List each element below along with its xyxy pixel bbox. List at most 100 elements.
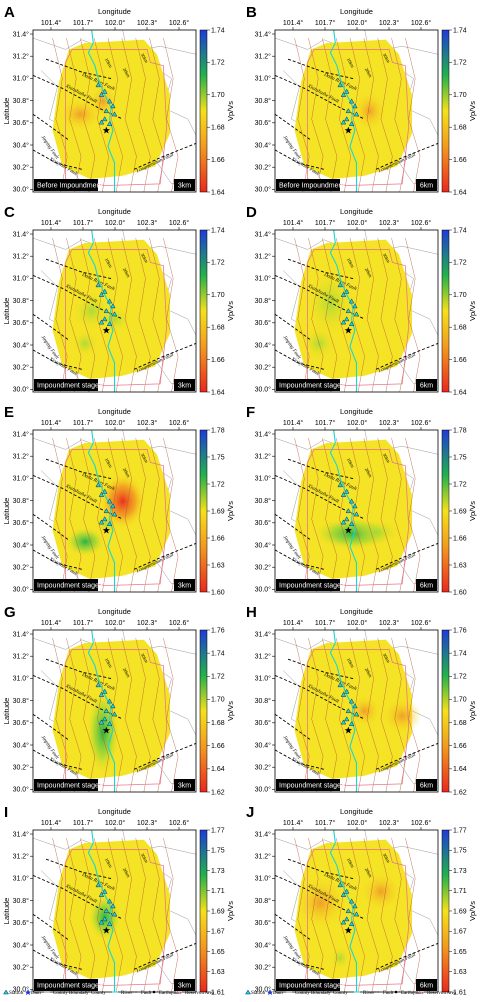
colorbar-tick-label: 1.72 — [211, 60, 225, 67]
stage-label: Impoundment stage2 — [279, 583, 345, 590]
earthquake-star — [102, 326, 110, 334]
station-triangle — [110, 503, 116, 509]
depth-contour — [335, 238, 352, 392]
river — [87, 430, 116, 592]
station-triangle — [340, 491, 347, 497]
station-triangle — [106, 121, 113, 127]
y-tick-label: 30.6° — [13, 719, 30, 727]
contour-label: 30km — [382, 452, 392, 464]
earthquake-star — [102, 926, 110, 934]
colorbar-tick-label: 1.64 — [453, 766, 467, 773]
colorbar-tick-label: 1.66 — [211, 535, 225, 542]
river — [87, 30, 116, 192]
reservoir-area — [307, 249, 410, 386]
depth-contour — [163, 838, 179, 992]
legend-item-label: County — [91, 991, 106, 996]
colorbar-tick-label: 1.63 — [453, 562, 467, 569]
contour-label: 20km — [364, 667, 374, 679]
station-triangle — [106, 721, 113, 727]
x-axis-title: Longitude — [340, 207, 373, 216]
station-triangle — [340, 319, 347, 325]
depth-contour — [294, 838, 310, 992]
contour-label: 20km — [364, 467, 374, 479]
x-tick-label: 102.6° — [169, 19, 190, 27]
colorbar-tick-label: 1.72 — [453, 60, 467, 67]
colorbar — [441, 829, 450, 993]
y-tick-label: 30.4° — [13, 941, 30, 949]
legend-dam-symbol — [267, 989, 273, 995]
stage-label-box — [276, 579, 340, 591]
station-triangle — [348, 321, 355, 327]
depth-label-box — [416, 579, 437, 591]
fault-line — [33, 313, 70, 341]
y-tick-label: 31.0° — [255, 875, 272, 883]
y-tick-label: 31.4° — [255, 30, 272, 38]
depth-contour — [335, 838, 352, 992]
station-triangle — [95, 482, 101, 488]
y-tick-label: 30.2° — [13, 564, 30, 572]
depth-contour — [135, 438, 151, 592]
colorbar — [199, 829, 208, 993]
y-axis-title: Latitude — [2, 898, 11, 925]
x-tick-label: 102.0° — [347, 619, 368, 627]
station-triangle — [111, 911, 118, 917]
y-tick-label: 31.0° — [255, 75, 272, 83]
stage-label-box — [276, 779, 340, 791]
y-tick-label: 30.4° — [13, 141, 30, 149]
colorbar-tick-label: 1.68 — [211, 325, 225, 332]
map-frame — [274, 629, 439, 793]
station-triangle — [98, 891, 105, 897]
station-triangle — [95, 82, 101, 88]
station-triangle — [343, 888, 350, 894]
depth-contour — [163, 638, 179, 792]
map-panel-I: I LongitudeLatitude10km20km30kmXianshuihe… — [2, 804, 235, 996]
colorbar-tick-label: 1.72 — [453, 260, 467, 267]
depth-contour — [66, 838, 82, 992]
reservoir-area — [65, 49, 168, 186]
station-triangle — [337, 482, 343, 488]
station-triangle — [111, 711, 118, 717]
stage-label-box — [34, 579, 98, 591]
depth-contour — [80, 238, 96, 392]
depth-contour — [405, 838, 421, 992]
colorbar-tick-label: 1.74 — [211, 650, 225, 657]
station-triangle — [106, 698, 113, 704]
x-tick-label: 101.4° — [41, 419, 62, 427]
fault-line — [375, 942, 438, 970]
station-triangle — [343, 916, 350, 922]
contour-label: 10km — [346, 857, 356, 869]
station-triangle — [98, 691, 105, 697]
contour-label: 10km — [346, 657, 356, 669]
x-tick-label: 102.3° — [137, 819, 158, 827]
depth-contour — [405, 438, 421, 592]
contour-label: 10km — [346, 457, 356, 469]
colorbar-title: Vp/Vs — [468, 501, 477, 521]
reservoir-area — [65, 649, 168, 786]
x-tick-label: 102.0° — [347, 419, 368, 427]
legend-station-symbol — [245, 989, 251, 995]
colorbar-tick-label: 1.70 — [453, 292, 467, 299]
station-triangle — [352, 903, 358, 909]
y-tick-label: 31.0° — [13, 275, 30, 283]
station-triangle — [352, 303, 358, 309]
colorbar-tick-label: 1.70 — [211, 697, 225, 704]
fault-line — [33, 113, 70, 141]
colorbar-tick-label: 1.63 — [211, 562, 225, 569]
x-tick-label: 102.0° — [347, 19, 368, 27]
contour-label: 30km — [382, 252, 392, 264]
fault-line — [375, 542, 438, 570]
depth-contour — [80, 38, 96, 192]
panel-letter: E — [4, 404, 14, 421]
x-axis-title: Longitude — [98, 807, 131, 816]
y-tick-label: 31.2° — [13, 253, 30, 261]
colorbar-tick-label: 1.75 — [211, 454, 225, 461]
vpvs-anomaly — [353, 91, 386, 131]
vpvs-anomaly — [65, 527, 105, 557]
y-tick-label: 30.2° — [13, 164, 30, 172]
depth-contour — [52, 638, 68, 792]
contour-label: 10km — [104, 457, 114, 469]
depth-contour — [349, 238, 365, 392]
